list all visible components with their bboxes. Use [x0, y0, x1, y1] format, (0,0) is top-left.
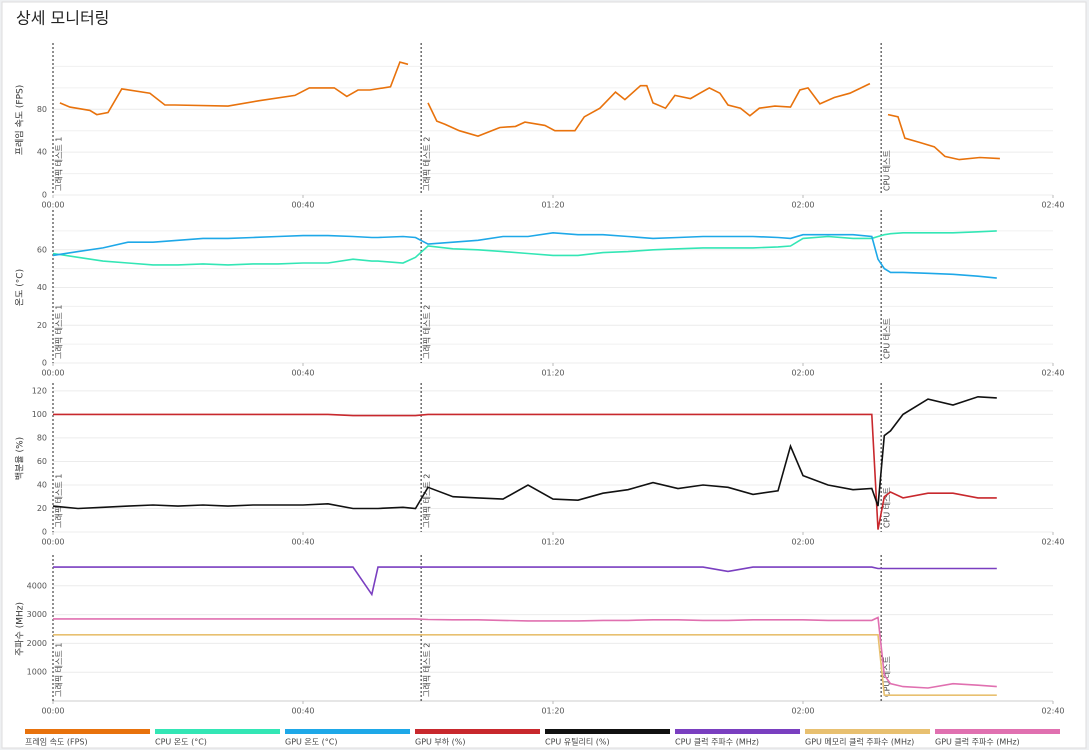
x-tick-label: 01:20	[541, 369, 564, 378]
legend-label: CPU 유틸리티 (%)	[545, 737, 610, 747]
series-line	[53, 616, 997, 689]
test-marker-label: CPU 테스트	[883, 150, 892, 191]
legend-swatch	[415, 729, 540, 734]
page-title: 상세 모니터링	[16, 9, 109, 28]
test-marker-label: 그래픽 테스트 2	[422, 474, 432, 528]
x-tick-label: 02:00	[791, 201, 814, 210]
legend-swatch	[935, 729, 1060, 734]
x-tick-label: 00:40	[291, 538, 314, 547]
legend-swatch	[25, 729, 150, 734]
legend-label: GPU 클럭 주파수 (MHz)	[935, 737, 1020, 747]
x-tick-label: 00:40	[291, 201, 314, 210]
y-tick-label: 20	[37, 321, 47, 330]
y-tick-label: 2000	[27, 639, 47, 648]
y-tick-label: 1000	[27, 668, 47, 677]
x-tick-label: 01:20	[541, 707, 564, 716]
legend-label: CPU 클럭 주파수 (MHz)	[675, 737, 759, 747]
y-tick-label: 60	[37, 457, 47, 466]
x-tick-label: 02:00	[791, 538, 814, 547]
x-tick-label: 02:40	[1041, 369, 1064, 378]
y-tick-label: 0	[42, 359, 47, 368]
series-line	[53, 566, 997, 597]
legend-label: GPU 메모리 클럭 주파수 (MHz)	[805, 737, 914, 747]
x-tick-label: 00:00	[41, 707, 64, 716]
test-marker-label: 그래픽 테스트 2	[422, 643, 432, 697]
test-marker-label: 그래픽 테스트 1	[54, 137, 64, 191]
x-tick-label: 00:40	[291, 707, 314, 716]
legend-swatch	[155, 729, 280, 734]
legend-swatch	[545, 729, 670, 734]
y-tick-label: 0	[42, 528, 47, 537]
x-tick-label: 02:00	[791, 707, 814, 716]
y-tick-label: 0	[42, 191, 47, 200]
test-marker-label: 그래픽 테스트 1	[54, 474, 64, 528]
x-tick-label: 02:40	[1041, 201, 1064, 210]
y-tick-label: 60	[37, 245, 47, 254]
test-marker-label: 그래픽 테스트 2	[422, 305, 432, 359]
test-marker-label: CPU 테스트	[883, 487, 892, 528]
x-tick-label: 01:20	[541, 201, 564, 210]
test-marker-label: 그래픽 테스트 2	[422, 137, 432, 191]
x-tick-label: 01:20	[541, 538, 564, 547]
test-marker-label: CPU 테스트	[883, 656, 892, 697]
test-marker-label: 그래픽 테스트 1	[54, 305, 64, 359]
series-line	[52, 231, 997, 279]
y-tick-label: 80	[37, 433, 47, 442]
y-tick-label: 100	[32, 410, 47, 419]
x-tick-label: 02:40	[1041, 707, 1064, 716]
x-tick-label: 00:40	[291, 369, 314, 378]
series-line	[53, 413, 997, 530]
y-tick-label: 20	[37, 504, 47, 513]
series-line	[53, 634, 997, 696]
series-line	[52, 395, 997, 510]
legend-label: 프레임 속도 (FPS)	[25, 738, 88, 747]
legend-swatch	[675, 729, 800, 734]
legend-label: CPU 온도 (°C)	[155, 738, 207, 747]
series-line	[52, 230, 997, 266]
y-axis-title: 프레임 속도 (FPS)	[14, 85, 26, 155]
test-marker-label: CPU 테스트	[883, 318, 892, 359]
y-tick-label: 40	[37, 480, 47, 489]
legend-swatch	[285, 729, 410, 734]
x-tick-label: 00:00	[41, 538, 64, 547]
y-tick-label: 4000	[27, 581, 47, 590]
x-tick-label: 00:00	[41, 201, 64, 210]
y-tick-label: 40	[37, 148, 47, 157]
y-tick-label: 40	[37, 283, 47, 292]
y-tick-label: 80	[37, 105, 47, 114]
y-axis-title: 주파수 (MHz)	[15, 602, 26, 656]
legend-label: GPU 온도 (°C)	[285, 738, 338, 747]
legend-label: GPU 부하 (%)	[415, 737, 466, 747]
test-marker-label: 그래픽 테스트 1	[54, 643, 64, 697]
x-tick-label: 02:00	[791, 369, 814, 378]
y-tick-label: 3000	[27, 610, 47, 619]
y-axis-title: 온도 (°C)	[15, 269, 26, 306]
y-tick-label: 120	[32, 386, 47, 395]
x-tick-label: 00:00	[41, 369, 64, 378]
x-tick-label: 02:40	[1041, 538, 1064, 547]
y-axis-title: 백분율 (%)	[15, 437, 26, 480]
series-line	[59, 61, 1000, 161]
legend-swatch	[805, 729, 930, 734]
